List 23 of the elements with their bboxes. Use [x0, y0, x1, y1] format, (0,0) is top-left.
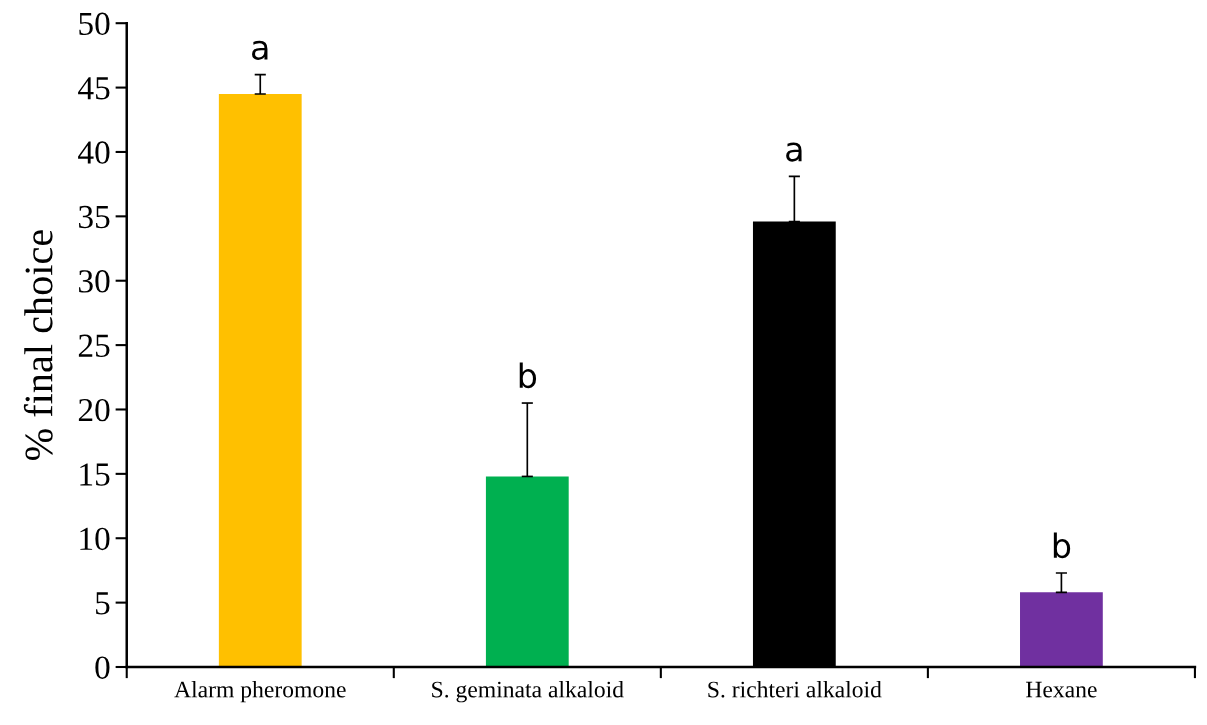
- y-tick-label: 5: [96, 592, 110, 615]
- annotation: b: [1053, 532, 1071, 559]
- x-tick-label: Alarm pheromone: [174, 680, 346, 703]
- x-tick-label: S. geminata alkaloid: [432, 680, 624, 703]
- y-tick-label: 45: [78, 77, 110, 100]
- annotation: a: [786, 142, 802, 162]
- y-tick-label: 0: [95, 656, 110, 679]
- bar: [218, 94, 302, 667]
- y-tick-label: 40: [78, 141, 110, 164]
- y-tick-label: 20: [78, 398, 110, 422]
- y-tick-label: 25: [78, 334, 110, 357]
- y-tick-label: 10: [80, 527, 110, 551]
- y-tick-label: 50: [79, 12, 110, 36]
- x-tick-label: S. richteri alkaloid: [708, 680, 882, 698]
- annotation: a: [252, 40, 268, 60]
- y-axis-title: % final choice: [23, 230, 53, 461]
- bar: [1020, 592, 1103, 667]
- y-tick-label: 15: [80, 463, 110, 486]
- y-tick-label: 30: [79, 270, 110, 293]
- y-tick-label: 35: [79, 205, 110, 229]
- annotation: b: [519, 362, 537, 389]
- x-tick-label: Hexane: [1026, 681, 1097, 698]
- bar: [485, 476, 569, 667]
